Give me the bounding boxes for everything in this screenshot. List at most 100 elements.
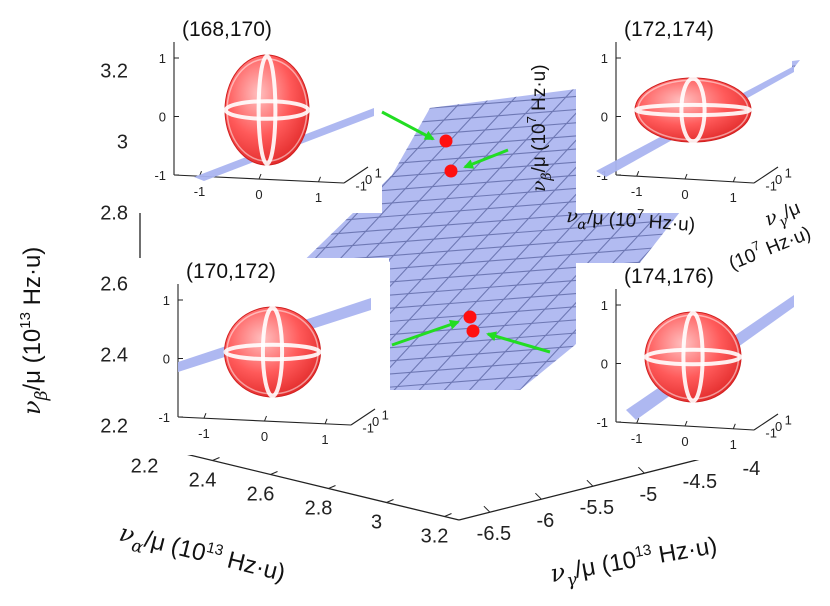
inset-horizontal-axis-label: να/μ (107 Hz·u) bbox=[565, 201, 696, 241]
inset-horizontal-tick bbox=[264, 415, 267, 422]
data-point bbox=[439, 134, 453, 148]
inset-vertical-tick-label: -1 bbox=[158, 410, 170, 425]
pointer-arrow bbox=[486, 331, 551, 354]
inset-horizontal-tick bbox=[318, 176, 321, 182]
inset-horizontal-tick-label: 1 bbox=[321, 432, 328, 447]
ellipsoid-band bbox=[223, 99, 311, 121]
y-axis-tick bbox=[483, 505, 491, 513]
z-tick-label: 3 bbox=[117, 131, 128, 153]
inset-horizontal-tick bbox=[684, 420, 688, 427]
inset-vertical-tick-label: 0 bbox=[601, 110, 608, 125]
inset-horizontal-tick-label: -1 bbox=[631, 184, 643, 199]
inset-horizontal-tick bbox=[258, 173, 262, 180]
x-axis-label: να/μ (1013 Hz·u) bbox=[115, 518, 288, 593]
inset-depth-axis bbox=[343, 166, 369, 184]
x-axis-tick bbox=[270, 471, 278, 475]
data-points bbox=[381, 110, 551, 354]
inset-depth-tick-label: 0 bbox=[372, 414, 379, 429]
inset-vertical-axis-label: νβ/μ (107 Hz·u) bbox=[524, 64, 555, 192]
inset-ellipsoid bbox=[644, 311, 742, 403]
ellipsoid-band bbox=[681, 310, 705, 404]
x-axis-tick bbox=[386, 499, 394, 503]
inset-top-right: -101-1 0 1-10 1(172,174) bbox=[576, 16, 794, 213]
inset-horizontal-tick-label: 0 bbox=[261, 429, 268, 444]
data-point bbox=[444, 164, 458, 178]
y-axis-tick bbox=[638, 466, 645, 474]
ellipsoid-band bbox=[643, 347, 743, 367]
inset-horizontal-tick-label: 0 bbox=[681, 434, 688, 449]
ellipsoid-band bbox=[223, 342, 322, 362]
inset-depth-tick-label: 1 bbox=[382, 408, 389, 423]
ellipsoid-outline bbox=[226, 309, 319, 395]
inset-top-left: -101-1 0 1-10 1(168,170) bbox=[134, 16, 382, 213]
inset-horizontal-tick-label: 0 bbox=[255, 187, 262, 202]
x-axis-tick bbox=[444, 513, 452, 517]
x-tick-label: 3 bbox=[371, 512, 382, 534]
inset-horizontal-tick-label: 1 bbox=[315, 190, 322, 205]
y-tick-label: -6.5 bbox=[477, 523, 511, 545]
inset-horizontal-tick bbox=[203, 413, 207, 419]
y-tick-label: -6 bbox=[537, 510, 555, 532]
inset-depth-tick-label: 1 bbox=[375, 166, 382, 181]
x-axis-tick bbox=[212, 457, 220, 461]
x-tick-label: 2.8 bbox=[305, 498, 333, 520]
ellipsoid-band bbox=[260, 305, 285, 399]
x-tick-label: 2.2 bbox=[131, 456, 159, 478]
inset-horizontal-tick bbox=[732, 176, 736, 182]
y-axis-tick bbox=[586, 479, 594, 487]
insets-group: -101-1 0 1-10 1(168,170)-101-1 0 1-10 1(172,17… bbox=[134, 16, 794, 460]
inset-horizontal-tick-label: -1 bbox=[194, 184, 206, 199]
ellipsoid-band bbox=[679, 76, 707, 144]
y-tick-label: -5 bbox=[640, 484, 658, 506]
surface-grid-line bbox=[184, 192, 800, 260]
x-tick-label: 2.4 bbox=[189, 470, 217, 492]
main-axes: 2.2 2.4 2.6 2.8 3 3.2 2.2 2.4 2.6 2.8 3 3.2 -6.5 -6 -5… bbox=[100, 34, 761, 548]
inset-depth-tick-label: 1 bbox=[785, 166, 792, 181]
inset-depth-tick-label: -1 bbox=[765, 178, 777, 193]
inset-vertical-tick-label: -1 bbox=[596, 415, 608, 430]
pointer-arrow bbox=[381, 110, 435, 141]
inset-horizontal-tick-label: -1 bbox=[198, 426, 210, 441]
inset-vertical-tick-label: 1 bbox=[163, 293, 170, 308]
inset-vertical-tick-label: 0 bbox=[159, 110, 166, 125]
inset-depth-tick-label: -1 bbox=[765, 425, 777, 440]
inset-title: (170,172) bbox=[186, 260, 276, 283]
inset-vertical-tick-label: 1 bbox=[601, 298, 608, 313]
ellipsoid-band bbox=[256, 54, 278, 166]
y-axis-tick bbox=[535, 492, 542, 500]
pointer-arrow bbox=[391, 319, 460, 347]
z-tick-label: 2.8 bbox=[100, 202, 128, 224]
inset-vertical-tick-label: 0 bbox=[163, 352, 170, 367]
z-tick-label: 2.6 bbox=[100, 273, 128, 295]
z-tick-label: 3.2 bbox=[100, 60, 128, 82]
inset-horizontal-tick bbox=[636, 171, 640, 177]
inset-horizontal-tick-label: -1 bbox=[631, 431, 643, 446]
inset-horizontal-tick bbox=[732, 423, 736, 429]
x-axis-tick bbox=[328, 485, 336, 489]
x-tick-label: 3.2 bbox=[421, 526, 449, 548]
inset-vertical-tick-label: -1 bbox=[154, 168, 166, 183]
y-axis-label: νγ/μ (1013 Hz·u) bbox=[548, 530, 720, 594]
inset-depth-tick-label: -1 bbox=[362, 420, 374, 435]
inset-horizontal-tick-label: 1 bbox=[730, 437, 737, 452]
y-tick-label: -4 bbox=[743, 458, 761, 480]
inset-horizontal-tick bbox=[636, 418, 640, 424]
inset-vertical-tick-label: -1 bbox=[596, 168, 608, 183]
z-tick-label: 2.2 bbox=[100, 415, 128, 437]
inset-bottom-left: -101-1 0 1-10 1(170,172) bbox=[138, 258, 389, 455]
inset-depth-tick-label: 0 bbox=[775, 172, 782, 187]
inset-vertical-tick-label: 1 bbox=[159, 51, 166, 66]
inset-vertical-tick-label: 0 bbox=[601, 357, 608, 372]
inset-title: (174,176) bbox=[624, 265, 714, 288]
ellipsoid-outline bbox=[226, 58, 308, 162]
inset-depth-tick-label: -1 bbox=[355, 178, 367, 193]
inset-horizontal-tick-label: 0 bbox=[681, 187, 688, 202]
ellipsoid-outline bbox=[637, 79, 749, 141]
y-tick-label: -4.5 bbox=[683, 471, 717, 493]
data-point bbox=[463, 310, 477, 324]
data-point bbox=[466, 324, 480, 338]
inset-horizontal-tick-label: 1 bbox=[730, 190, 737, 205]
inset-depth-tick-label: 0 bbox=[775, 419, 782, 434]
inset-vertical-tick-label: 1 bbox=[601, 51, 608, 66]
inset-depth-axis bbox=[350, 408, 376, 426]
